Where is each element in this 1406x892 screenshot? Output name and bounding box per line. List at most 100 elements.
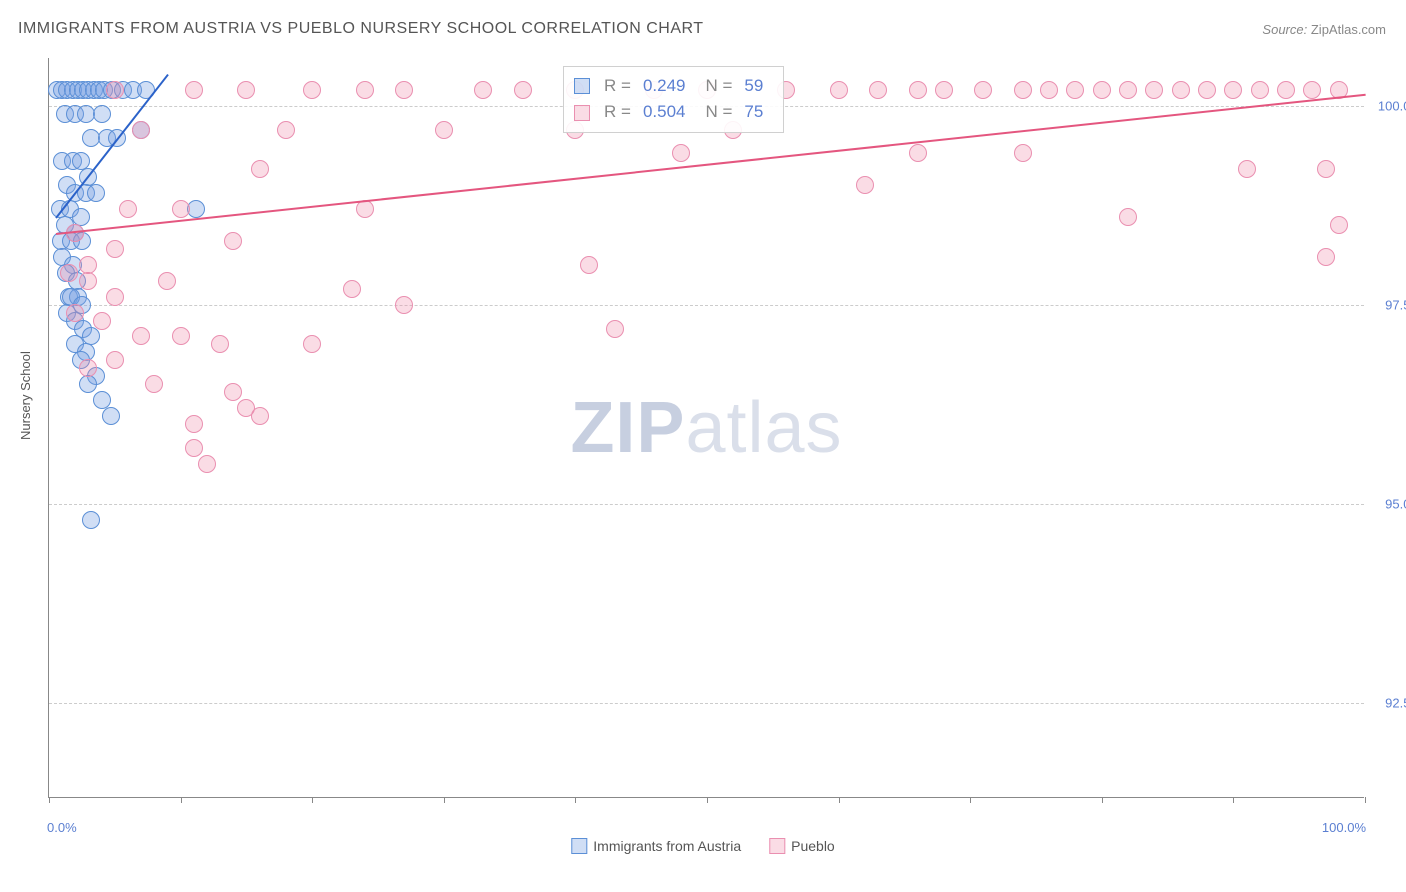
data-point	[474, 81, 492, 99]
data-point	[1317, 160, 1335, 178]
data-point	[856, 176, 874, 194]
data-point	[830, 81, 848, 99]
data-point	[251, 160, 269, 178]
data-point	[435, 121, 453, 139]
data-point	[1198, 81, 1216, 99]
x-tick	[1233, 797, 1234, 803]
data-point	[1066, 81, 1084, 99]
data-point	[1251, 81, 1269, 99]
data-point	[303, 335, 321, 353]
data-point	[343, 280, 361, 298]
data-point	[224, 383, 242, 401]
x-tick	[707, 797, 708, 803]
data-point	[1277, 81, 1295, 99]
watermark-light: atlas	[685, 388, 842, 468]
data-point	[1224, 81, 1242, 99]
data-point	[106, 81, 124, 99]
n-value: 75	[740, 99, 767, 125]
watermark-bold: ZIP	[570, 388, 685, 468]
legend-swatch	[574, 105, 590, 121]
r-value: 0.504	[639, 99, 690, 125]
data-point	[514, 81, 532, 99]
n-value: 59	[740, 73, 767, 99]
data-point	[79, 272, 97, 290]
r-label: R =	[604, 73, 631, 99]
data-point	[137, 81, 155, 99]
data-point	[356, 200, 374, 218]
y-tick-label: 95.0%	[1370, 496, 1406, 511]
data-point	[1119, 81, 1137, 99]
data-point	[79, 375, 97, 393]
x-tick	[312, 797, 313, 803]
data-point	[211, 335, 229, 353]
x-tick	[1365, 797, 1366, 803]
data-point	[79, 359, 97, 377]
data-point	[974, 81, 992, 99]
legend-bottom: Immigrants from Austria Pueblo	[571, 838, 834, 854]
data-point	[87, 184, 105, 202]
data-point	[1093, 81, 1111, 99]
data-point	[1317, 248, 1335, 266]
data-point	[1330, 216, 1348, 234]
y-tick-label: 92.5%	[1370, 695, 1406, 710]
legend-label: Immigrants from Austria	[593, 838, 741, 854]
data-point	[172, 200, 190, 218]
legend-label: Pueblo	[791, 838, 835, 854]
r-value: 0.249	[639, 73, 690, 99]
data-point	[1040, 81, 1058, 99]
data-point	[395, 296, 413, 314]
stats-legend: R = 0.249 N = 59 R = 0.504 N = 75	[563, 66, 784, 133]
y-axis-label: Nursery School	[18, 351, 33, 440]
chart-title: IMMIGRANTS FROM AUSTRIA VS PUEBLO NURSER…	[18, 20, 704, 38]
x-tick	[181, 797, 182, 803]
y-tick-label: 100.0%	[1370, 98, 1406, 113]
data-point	[82, 511, 100, 529]
x-tick	[444, 797, 445, 803]
data-point	[119, 200, 137, 218]
data-point	[869, 81, 887, 99]
data-point	[93, 312, 111, 330]
source-value: ZipAtlas.com	[1311, 22, 1386, 37]
data-point	[106, 288, 124, 306]
data-point	[1014, 81, 1032, 99]
x-tick	[1102, 797, 1103, 803]
legend-swatch	[574, 78, 590, 94]
data-point	[106, 240, 124, 258]
data-point	[60, 264, 78, 282]
data-point	[1014, 144, 1032, 162]
data-point	[277, 121, 295, 139]
gridline	[49, 305, 1364, 306]
n-label: N =	[705, 73, 732, 99]
data-point	[145, 375, 163, 393]
r-label: R =	[604, 99, 631, 125]
watermark: ZIPatlas	[570, 387, 842, 469]
data-point	[909, 144, 927, 162]
data-point	[102, 407, 120, 425]
data-point	[672, 144, 690, 162]
data-point	[909, 81, 927, 99]
data-point	[1119, 208, 1137, 226]
n-label: N =	[705, 99, 732, 125]
data-point	[224, 232, 242, 250]
legend-swatch	[769, 838, 785, 854]
legend-item: Pueblo	[769, 838, 835, 854]
data-point	[132, 327, 150, 345]
data-point	[1172, 81, 1190, 99]
x-tick	[839, 797, 840, 803]
y-tick-label: 97.5%	[1370, 297, 1406, 312]
data-point	[66, 304, 84, 322]
data-point	[172, 327, 190, 345]
data-point	[237, 399, 255, 417]
stats-legend-row: R = 0.249 N = 59	[574, 73, 767, 99]
stats-legend-row: R = 0.504 N = 75	[574, 99, 767, 125]
gridline	[49, 703, 1364, 704]
data-point	[185, 415, 203, 433]
data-point	[132, 121, 150, 139]
x-min-label: 0.0%	[47, 820, 77, 835]
x-tick	[49, 797, 50, 803]
data-point	[1303, 81, 1321, 99]
data-point	[158, 272, 176, 290]
data-point	[1145, 81, 1163, 99]
data-point	[187, 200, 205, 218]
data-point	[356, 81, 374, 99]
